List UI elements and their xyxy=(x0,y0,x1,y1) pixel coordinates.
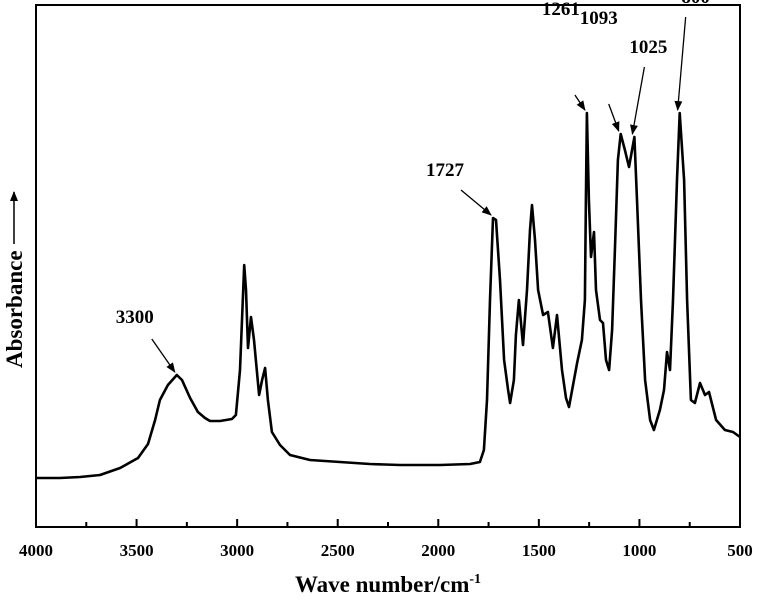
peak-label: 1261 xyxy=(542,0,580,20)
x-tick-label: 2500 xyxy=(321,541,355,560)
peak-label: 1727 xyxy=(426,160,465,181)
peak-arrow-icon xyxy=(674,16,687,111)
y-axis-label: Absorbance xyxy=(2,250,27,368)
y-axis-label-group: Absorbance xyxy=(2,191,27,368)
peak-arrow-icon xyxy=(574,94,586,111)
x-tick-label: 1000 xyxy=(622,541,656,560)
x-tick-label: 500 xyxy=(727,541,753,560)
x-tick-label: 4000 xyxy=(19,541,53,560)
peak-arrow-icon xyxy=(151,338,176,373)
peak-label: 1025 xyxy=(629,37,667,58)
x-axis-ticks xyxy=(35,519,741,527)
spectrum-line xyxy=(36,111,741,480)
x-axis-tick-labels: 4000 3500 3000 2500 2000 1500 1000 500 xyxy=(19,541,753,560)
x-tick-label: 1500 xyxy=(522,541,556,560)
peak-label: 3300 xyxy=(116,307,154,328)
peak-label: 800 xyxy=(681,0,710,8)
x-tick-label: 3500 xyxy=(120,541,154,560)
plot-frame xyxy=(35,4,741,528)
peak-arrow-icon xyxy=(608,103,620,132)
peak-arrow-icon xyxy=(630,66,646,135)
x-axis-label: Wave number/cm-1 xyxy=(295,572,481,597)
x-tick-label: 2000 xyxy=(421,541,455,560)
x-tick-label: 3000 xyxy=(220,541,254,560)
peak-arrow-icon xyxy=(460,189,492,216)
peak-label: 1093 xyxy=(580,8,618,29)
